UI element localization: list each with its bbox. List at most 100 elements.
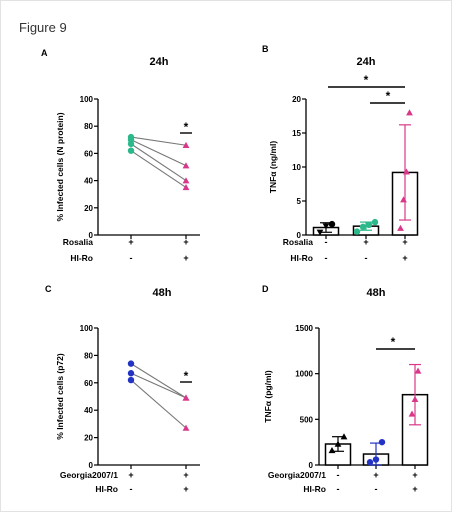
panel-b-data-point — [353, 228, 361, 235]
panel-a-pair-line — [130, 136, 187, 146]
panel-d-data-point — [378, 438, 386, 446]
panel-c-point-after — [182, 424, 190, 431]
panel-c-letter: C — [45, 284, 52, 294]
panel-b-y-tick-label: 5 — [297, 197, 302, 206]
panel-a-y-tick-label: 0 — [89, 231, 94, 240]
panel-b-y-tick-label: 0 — [297, 231, 302, 240]
panel-c-condition-value: - — [130, 484, 133, 494]
panel-d-condition-label: Georgia2007/1 — [268, 470, 326, 480]
panel-c-significance-star: * — [184, 369, 189, 383]
panel-a-y-tick-label: 20 — [84, 204, 93, 213]
panel-c-point-before — [127, 360, 135, 367]
panel-b-y-tick-label: 15 — [292, 129, 301, 138]
panel-b-y-tick-label: 10 — [292, 163, 301, 172]
panel-a-condition-value: - — [130, 253, 133, 263]
panel-b-data-point — [328, 220, 336, 228]
panel-a-point-after — [182, 177, 190, 184]
panel-b-condition-value: + — [363, 237, 368, 247]
panel-a-y-tick-label: 40 — [84, 177, 93, 186]
panel-c-condition-label: HI-Ro — [95, 484, 118, 494]
panel-d-data-point — [414, 367, 422, 374]
panel-c-pair-line — [130, 363, 187, 399]
panel-d-condition-value: - — [375, 484, 378, 494]
panel-a-condition-value: + — [183, 253, 188, 263]
panel-b-condition-label: Rosalia — [283, 237, 314, 247]
panel-c-y-tick-label: 100 — [80, 324, 94, 333]
panel-b-data-point — [316, 229, 324, 236]
panel-c-y-axis-label: % Infected cells (p72) — [55, 353, 65, 440]
panel-c-y-tick-label: 80 — [84, 351, 93, 360]
panel-a-significance-star: * — [184, 120, 189, 134]
panel-c-condition-value: + — [128, 470, 133, 480]
panel-b-data-point — [371, 218, 379, 226]
panel-c-point-after — [182, 394, 190, 401]
panel-a-title: 24h — [150, 56, 169, 68]
panel-a-pair-line — [130, 150, 187, 188]
panel-d-y-tick-label: 1500 — [295, 324, 313, 333]
panel-a-condition-label: HI-Ro — [70, 253, 93, 263]
panel-b-condition-label: HI-Ro — [290, 253, 313, 263]
panel-d-data-point — [408, 410, 416, 417]
panel-b-condition-value: - — [365, 253, 368, 263]
panel-b-condition-value: + — [402, 237, 407, 247]
panel-c-point-before — [127, 376, 135, 384]
panel-a-y-tick-label: 100 — [80, 95, 94, 104]
panel-d-data-point — [340, 433, 348, 440]
panel-a-point-after — [182, 162, 190, 169]
panel-a-condition-label: Rosalia — [63, 237, 94, 247]
panel-d-condition-label: HI-Ro — [303, 484, 326, 494]
panel-b-condition-value: - — [325, 237, 328, 247]
panel-d-condition-value: + — [373, 470, 378, 480]
panel-d-significance-star: * — [391, 335, 396, 349]
panel-d-letter: D — [262, 284, 269, 294]
panel-d-data-point — [366, 459, 374, 466]
panel-b-data-point — [400, 196, 407, 203]
panel-c-y-tick-label: 40 — [84, 406, 93, 415]
panel-d-y-tick-label: 1000 — [295, 370, 313, 379]
panel-a-pair-line — [130, 139, 187, 167]
panel-b-y-tick-label: 20 — [292, 95, 301, 104]
panel-a-point-after — [182, 184, 190, 191]
panel-c-condition-label: Georgia2007/1 — [60, 470, 118, 480]
panel-d-y-tick-label: 0 — [309, 461, 314, 470]
panel-c-point-before — [127, 370, 135, 377]
panel-d-condition-value: - — [337, 470, 340, 480]
panel-d-data-point — [328, 446, 336, 454]
panel-a-point-before — [127, 140, 135, 148]
panel-d-condition-value: - — [337, 484, 340, 494]
panel-c-pair-line — [130, 379, 187, 429]
panel-b-letter: B — [262, 44, 269, 54]
panel-b-significance-star: * — [386, 89, 391, 103]
panel-b-data-point — [322, 223, 330, 230]
panel-a-pair-line — [130, 143, 187, 182]
panel-a-y-tick-label: 60 — [84, 149, 93, 158]
panel-c-pair-line — [130, 372, 187, 399]
panel-b-data-point — [397, 224, 404, 231]
panel-a-letter: A — [41, 48, 48, 58]
panel-d-y-axis-label: TNFα (pg/ml) — [263, 370, 273, 423]
panel-b-condition-value: + — [402, 253, 407, 263]
panel-b-data-point — [406, 109, 413, 116]
panel-a-condition-value: + — [128, 237, 133, 247]
panel-a-condition-value: + — [183, 237, 188, 247]
panel-d-data-point — [411, 395, 419, 402]
panel-c-condition-value: + — [183, 470, 188, 480]
panel-c-condition-value: + — [183, 484, 188, 494]
panel-b-condition-value: - — [325, 253, 328, 263]
panel-c-y-tick-label: 20 — [84, 434, 93, 443]
panel-c-y-tick-label: 0 — [89, 461, 94, 470]
panel-b-data-point — [359, 223, 367, 231]
panel-d-condition-value: + — [412, 470, 417, 480]
panel-b-title: 24h — [357, 56, 376, 68]
panel-d-y-tick-label: 500 — [300, 415, 314, 424]
panel-a-point-after — [182, 141, 190, 148]
panel-b-significance-star: * — [364, 73, 369, 87]
figure-title: Figure 9 — [19, 20, 67, 35]
panel-a-point-before — [127, 147, 135, 154]
panel-a-y-tick-label: 80 — [84, 122, 93, 131]
panel-c-y-tick-label: 60 — [84, 379, 93, 388]
panel-d-data-point — [334, 440, 342, 447]
panel-b-data-point — [365, 221, 373, 228]
panel-b-data-point — [403, 168, 410, 175]
